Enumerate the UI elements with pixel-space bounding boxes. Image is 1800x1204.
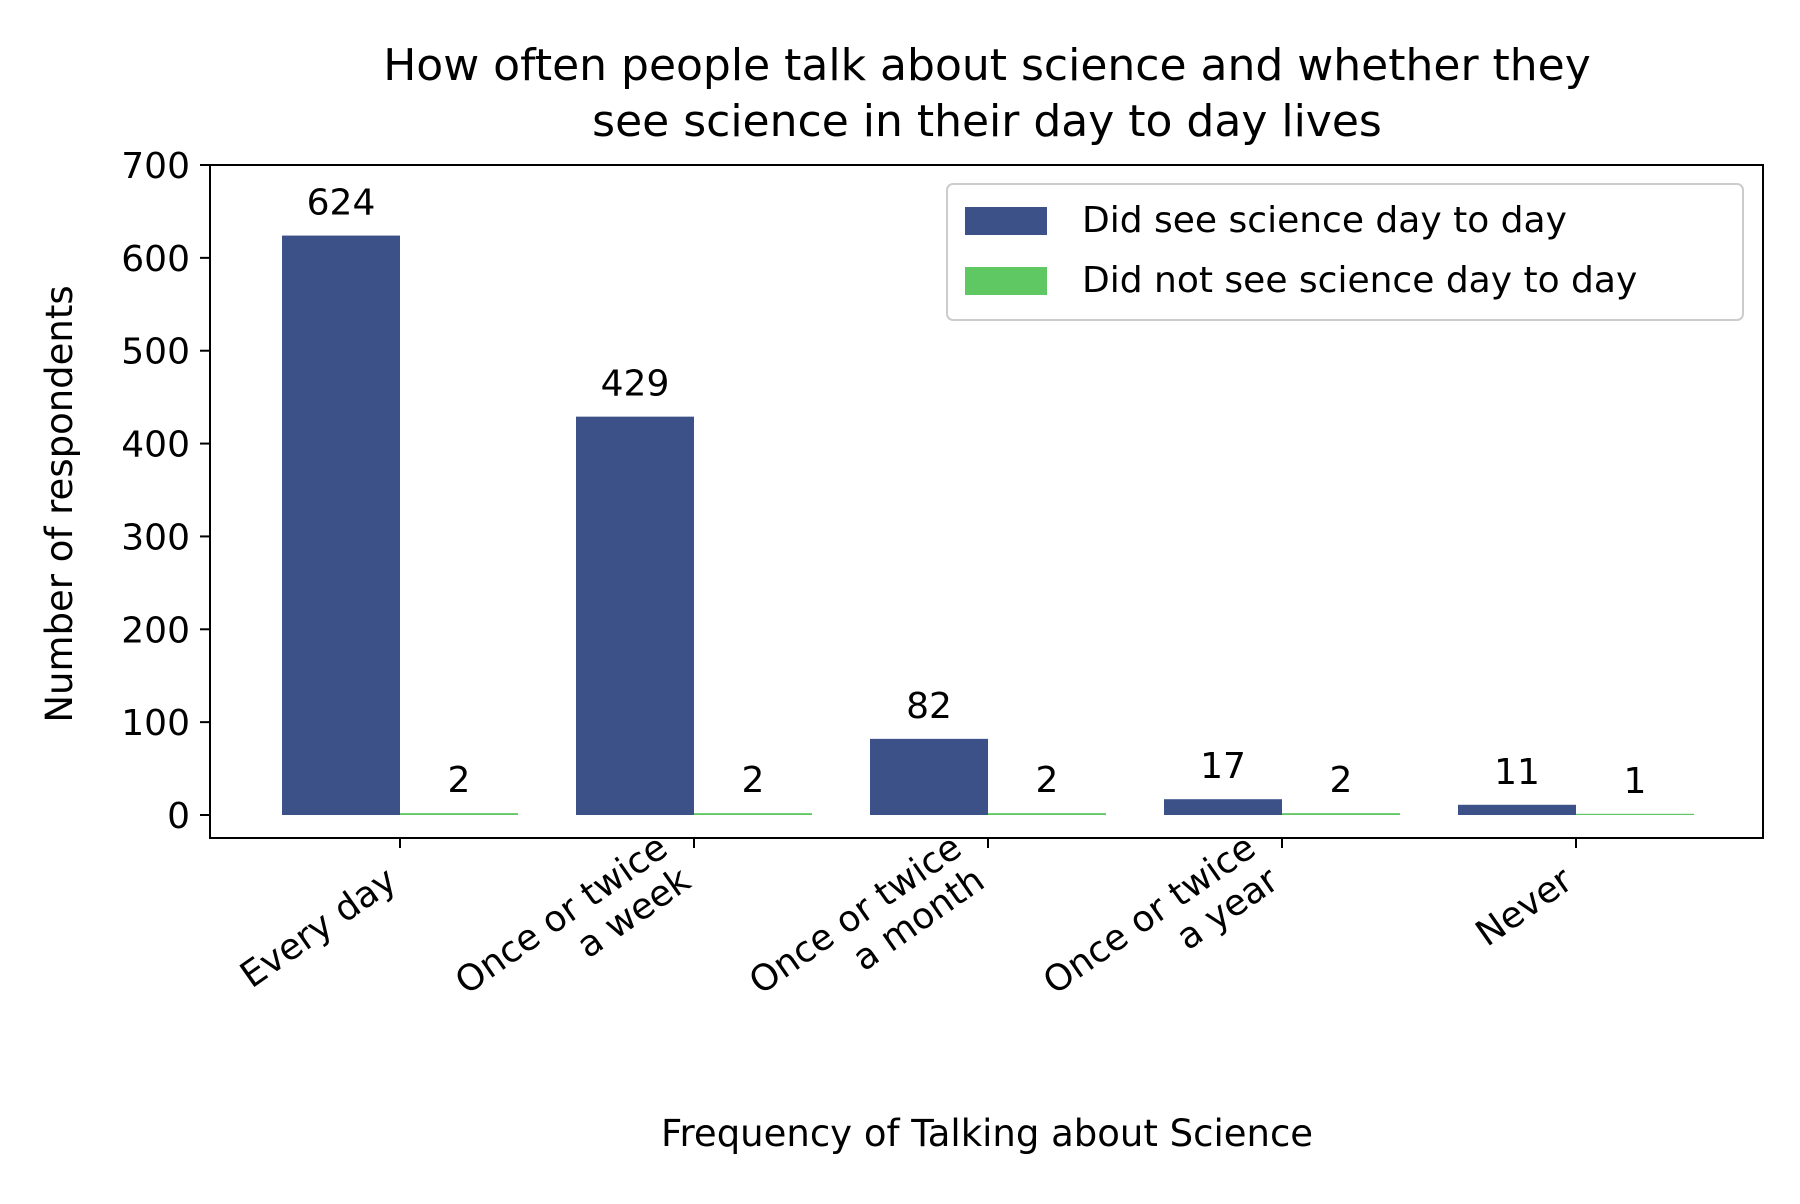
bar-series-1 (282, 235, 400, 816)
legend-swatch-series-2 (965, 267, 1047, 295)
bar-value-label: 2 (448, 760, 471, 801)
y-tick-label: 400 (121, 425, 190, 466)
legend-label-series-2: Did not see science day to day (1082, 260, 1637, 301)
x-axis-label: Frequency of Talking about Science (661, 1112, 1313, 1155)
bar-value-label: 17 (1200, 746, 1246, 787)
y-tick-label: 100 (121, 703, 190, 744)
legend-swatch-series-1 (965, 207, 1047, 235)
bar-series-2 (988, 813, 1106, 815)
bar-value-label: 2 (742, 760, 765, 801)
y-axis-label: Number of respondents (38, 285, 81, 722)
y-tick-label: 200 (121, 610, 190, 651)
x-tick-label-line: Every day (233, 860, 404, 997)
bar-series-1 (1164, 799, 1282, 815)
legend: Did see science day to day Did not see sc… (946, 183, 1744, 321)
bars (282, 235, 1694, 816)
bar-series-1 (870, 738, 988, 815)
chart-title: How often people talk about science and … (383, 40, 1591, 147)
plot-frame (209, 164, 1764, 839)
y-tick-label: 0 (167, 796, 190, 837)
chart-title-line: see science in their day to day lives (592, 96, 1382, 147)
x-tick-label: Every day (233, 860, 404, 997)
y-tick-label: 700 (121, 146, 190, 187)
bar-value-label: 82 (906, 686, 952, 727)
bar-value-label: 11 (1494, 752, 1540, 793)
legend-label-series-1: Did see science day to day (1082, 200, 1567, 241)
bar-value-labels: 624 429 82 17 11 2 2 2 2 1 (307, 183, 1647, 802)
y-tick-label: 300 (121, 517, 190, 558)
bar-value-label: 1 (1624, 761, 1647, 802)
y-tick-label: 600 (121, 239, 190, 280)
bar-value-label: 2 (1330, 760, 1353, 801)
x-tick-label: Never (1469, 860, 1581, 955)
bar-series-1 (1458, 804, 1576, 815)
y-tick-label: 500 (121, 332, 190, 373)
bar-series-2 (694, 813, 812, 815)
chart-title-line: How often people talk about science and … (383, 40, 1591, 91)
bar-series-2 (1282, 813, 1400, 815)
legend-box (946, 183, 1744, 321)
bar-series-1 (576, 416, 694, 815)
x-tick-label-line: Never (1469, 860, 1581, 955)
bar-series-2 (1576, 813, 1694, 815)
bar-value-label: 624 (307, 183, 376, 224)
bar-value-label: 2 (1036, 760, 1059, 801)
bar-value-label: 429 (601, 364, 670, 405)
bar-series-2 (400, 813, 518, 815)
